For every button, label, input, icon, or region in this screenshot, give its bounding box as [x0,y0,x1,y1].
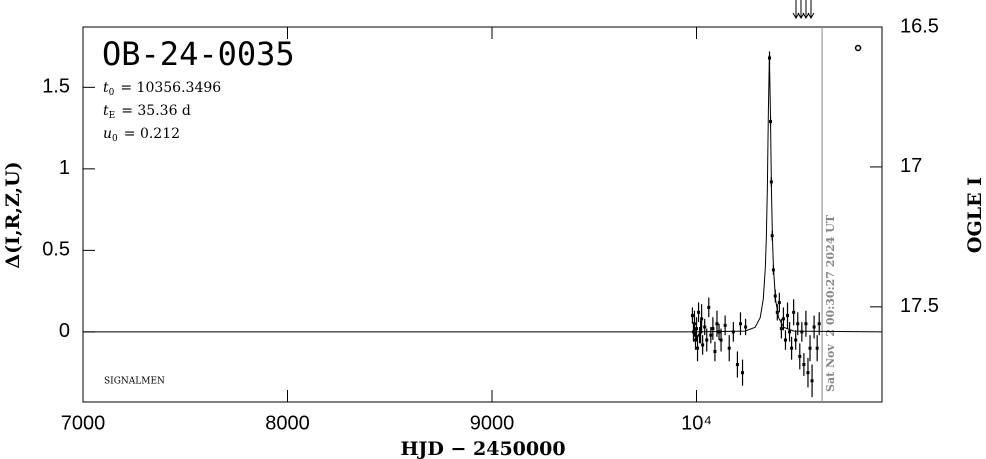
data-point [781,317,785,321]
data-point [779,327,783,331]
data-point [697,310,701,314]
data-point [700,317,704,321]
data-point [731,330,735,334]
top-arrows [792,0,815,19]
data-point [798,354,802,358]
data-point [788,330,792,334]
data-point [692,322,696,326]
data-point [698,333,702,337]
data-point [794,338,798,342]
data-point [727,346,731,350]
data-point [796,322,800,326]
param-value: = 35.36 d [121,103,191,119]
data-point [815,346,819,350]
data-point [854,44,862,52]
data-point [690,314,694,318]
y2-tick-label: 16.5 [900,15,939,37]
data-point [792,310,796,314]
data-point [800,330,804,334]
data-point [741,371,745,375]
param-subscript: E [109,111,116,121]
y2-tick-label: 17 [900,155,922,177]
x-axis-label: HJD − 2450000 [400,438,565,459]
data-point [802,363,806,366]
data-point [804,322,808,326]
data-point [713,349,717,353]
y-tick-label: 0.5 [42,239,70,261]
param: u0 = 0.212 [103,126,180,144]
param-subscript: 0 [112,134,118,144]
data-point [817,322,821,326]
data-point [790,346,794,350]
param: tE = 35.36 d [103,103,191,121]
chart-title: OB-24-0035 [102,35,295,73]
x-tick-label: 10⁴ [681,412,712,434]
param-subscript: 0 [109,88,115,98]
data-point [695,327,699,331]
param: t0 = 10356.3496 [103,80,221,98]
x-tick-label: 7000 [61,412,106,434]
data-point [693,338,697,342]
data-point [723,323,727,327]
data-point [696,346,700,350]
data-point [707,305,711,309]
plot-frame [82,26,883,403]
data-point [744,325,748,329]
y2-axis-label: OGLE I [964,177,986,253]
x-tick-label: 8000 [265,412,310,434]
data-point [783,338,787,342]
param-symbol: t [103,103,109,119]
annotation-text: Sat Nov 2 00:30:27 2024 UT [824,214,837,392]
data-point [701,343,705,347]
y-tick-label: 0 [59,320,70,342]
data-point [711,327,715,331]
data-point [777,301,781,305]
data-point [719,338,723,342]
data-point [705,338,709,342]
param-symbol: t [103,80,109,96]
data-point [810,379,814,383]
model-curve [83,54,883,333]
data-point [703,325,707,329]
y-axis-label: Δ(I,R,Z,U) [2,161,24,268]
data-point [812,325,816,329]
data-point [808,346,812,350]
x-tick-label: 9000 [470,412,515,434]
data-point [786,314,790,318]
note: SIGNALMEN [104,377,165,387]
param-value: = 10356.3496 [120,80,221,96]
y-tick-label: 1 [59,157,70,179]
data-point [806,371,810,375]
data-point [735,363,739,366]
y2-tick-label: 17.5 [900,295,939,317]
data-point [709,333,713,337]
param-symbol: u [103,126,112,142]
param-value: = 0.212 [124,126,180,142]
data-point [738,322,742,326]
y-tick-label: 1.5 [42,76,70,98]
data-point [715,322,719,326]
